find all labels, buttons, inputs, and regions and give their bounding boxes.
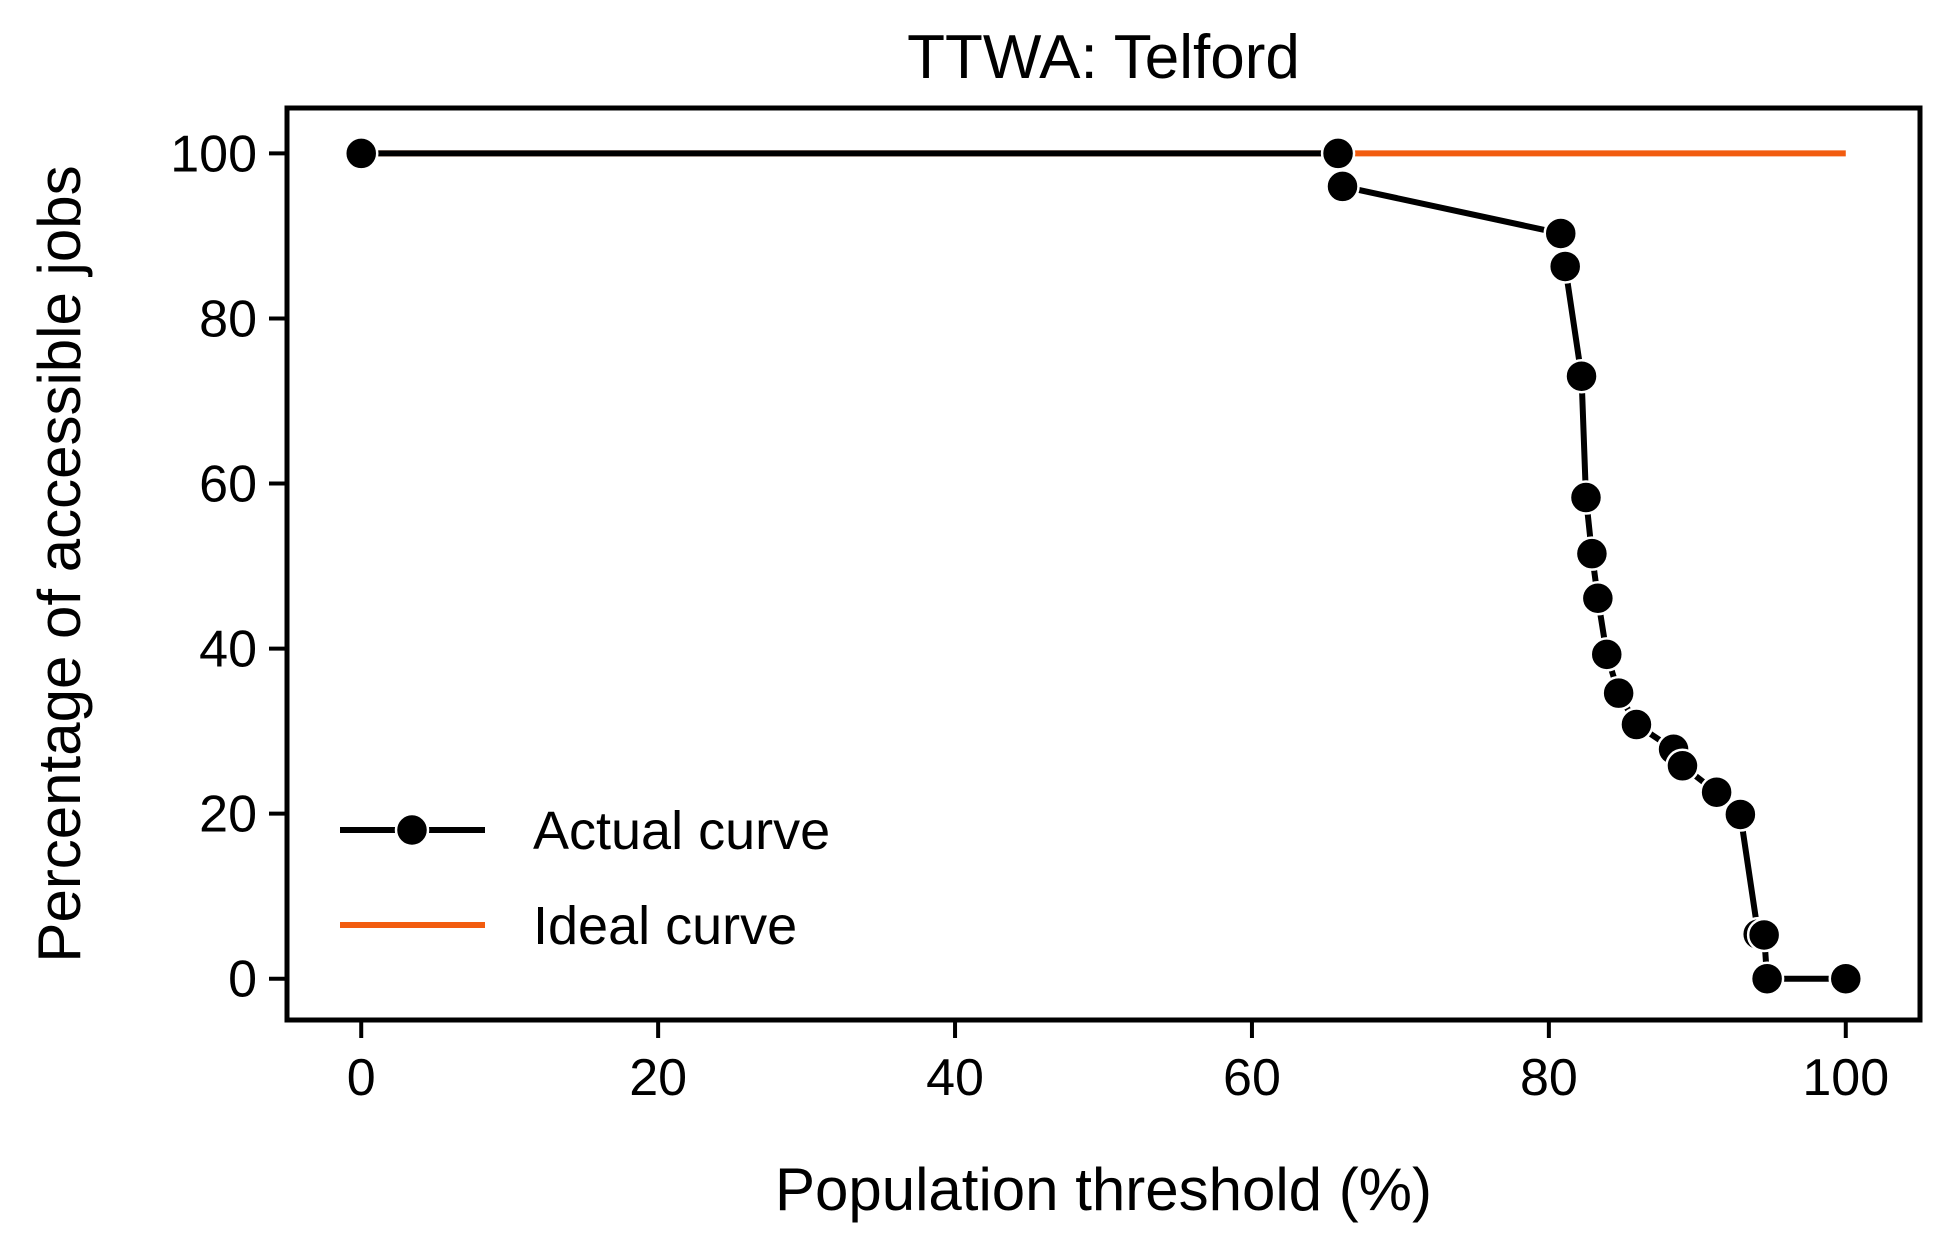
- x-axis-ticks: 0 20 40 60 80 100: [347, 1020, 1889, 1107]
- y-axis-ticks: 0 20 40 60 80 100: [170, 125, 287, 1009]
- actual-curve-point: [1547, 249, 1583, 284]
- actual-curve-point: [1619, 707, 1654, 742]
- actual-curve-layer: [343, 136, 1864, 996]
- actual-curve-point: [1325, 169, 1360, 204]
- y-tick-label: 80: [199, 290, 257, 348]
- y-axis-title: Percentage of accessible jobs: [26, 165, 93, 962]
- legend-entry-actual: Actual curve: [340, 801, 830, 861]
- actual-curve-point: [1699, 774, 1734, 810]
- actual-curve-point: [343, 136, 379, 171]
- actual-curve-point: [1665, 748, 1700, 784]
- legend-label-actual: Actual curve: [533, 801, 830, 861]
- legend-actual-swatch-marker: [394, 812, 430, 848]
- x-tick-label: 100: [1802, 1049, 1889, 1107]
- actual-curve-point: [1568, 480, 1604, 515]
- actual-curve-point: [1589, 637, 1625, 672]
- actual-curve-point: [1749, 961, 1785, 996]
- actual-curve-point: [1574, 536, 1610, 571]
- x-tick-label: 20: [629, 1049, 687, 1107]
- actual-curve-point: [1580, 581, 1616, 616]
- legend-entry-ideal: Ideal curve: [340, 896, 797, 956]
- y-tick-label: 20: [199, 786, 257, 844]
- legend-label-ideal: Ideal curve: [533, 896, 797, 956]
- actual-curve-point: [1601, 675, 1636, 711]
- x-tick-label: 40: [926, 1049, 984, 1107]
- actual-curve-point: [1723, 797, 1758, 832]
- actual-curve-point: [1828, 961, 1864, 996]
- y-tick-label: 60: [199, 456, 257, 514]
- plot-frame: [284, 105, 1923, 1023]
- x-tick-label: 60: [1223, 1049, 1281, 1107]
- legend: Actual curve Ideal curve: [340, 801, 830, 956]
- actual-curve-point: [1746, 917, 1782, 953]
- actual-curve-point: [1564, 358, 1599, 394]
- x-tick-label: 80: [1520, 1049, 1578, 1107]
- x-axis-title: Population threshold (%): [775, 1156, 1432, 1223]
- y-tick-label: 0: [228, 951, 257, 1009]
- y-tick-label: 40: [199, 621, 257, 679]
- y-tick-label: 100: [170, 125, 257, 183]
- actual-curve-point: [1320, 136, 1356, 171]
- x-tick-label: 0: [347, 1049, 376, 1107]
- actual-curve-point: [1543, 216, 1578, 251]
- chart-title: TTWA: Telford: [907, 23, 1300, 92]
